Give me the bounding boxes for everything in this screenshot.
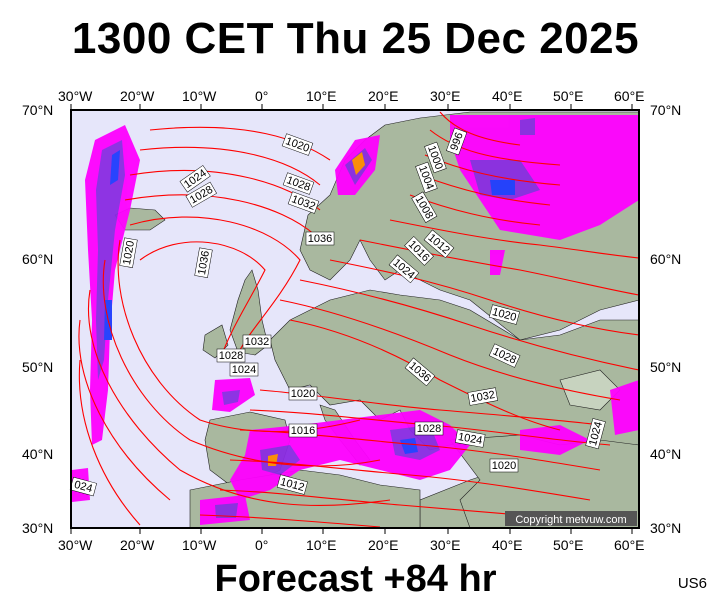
svg-text:Copyright metvuw.com: Copyright metvuw.com xyxy=(515,514,626,526)
lon-label-bottom: 20°E xyxy=(368,537,399,553)
axis-ticks xyxy=(70,104,633,534)
lon-label-bottom: 10°E xyxy=(306,537,337,553)
lat-label-left: 60°N xyxy=(22,251,54,267)
lat-label-left: 70°N xyxy=(22,102,54,118)
lon-label-top: 20°W xyxy=(120,88,155,104)
copyright-box: Copyright metvuw.com xyxy=(505,511,637,526)
isobar-label: 1024 xyxy=(585,418,606,450)
svg-text:1016: 1016 xyxy=(291,425,315,437)
isobar-label: 1028 xyxy=(216,348,246,363)
lon-label-bottom: 30°E xyxy=(430,537,461,553)
lat-label-right: 60°N xyxy=(650,251,682,267)
map-title: 1300 CET Thu 25 Dec 2025 xyxy=(71,14,640,63)
svg-text:1024: 1024 xyxy=(457,431,483,447)
svg-text:1028: 1028 xyxy=(417,423,441,435)
lon-label-bottom: 50°E xyxy=(553,537,584,553)
lon-label-bottom: 10°W xyxy=(182,537,217,553)
lon-label-top: 20°E xyxy=(368,88,399,104)
lon-label-bottom: 40°E xyxy=(492,537,523,553)
lon-label-top: 10°W xyxy=(182,88,217,104)
lat-label-right: 40°N xyxy=(650,446,682,462)
isobar-label: 1020 xyxy=(489,458,519,473)
svg-text:1020: 1020 xyxy=(492,460,516,472)
svg-text:1036: 1036 xyxy=(308,233,332,245)
lat-label-right: 50°N xyxy=(650,359,682,375)
isobar-label: 1024 xyxy=(455,429,486,448)
lat-label-right: 70°N xyxy=(650,102,682,118)
isobar-label: 1032 xyxy=(242,334,272,349)
isobar-label: 1032 xyxy=(467,387,498,406)
svg-text:996: 996 xyxy=(448,131,466,152)
forecast-label: Forecast +84 hr xyxy=(214,558,497,600)
map-frame xyxy=(70,109,640,529)
lon-label-top: 30°E xyxy=(430,88,461,104)
isobar-label: 1020 xyxy=(488,304,520,325)
lat-label-left: 40°N xyxy=(22,446,54,462)
isobar-label: 1016 xyxy=(288,423,318,438)
isobar-label: 1028 xyxy=(414,421,444,436)
lon-label-top: 40°E xyxy=(492,88,523,104)
svg-text:1036: 1036 xyxy=(196,250,212,276)
lon-label-bottom: 30°W xyxy=(58,537,93,553)
lon-label-top: 60°E xyxy=(614,88,645,104)
lon-label-bottom: 60°E xyxy=(614,537,645,553)
isobar-label: 024 xyxy=(69,476,97,497)
lon-label-top: 10°E xyxy=(306,88,337,104)
isobar-label: 1020 xyxy=(288,386,318,401)
isobar-label: 1012 xyxy=(276,474,308,495)
svg-text:1028: 1028 xyxy=(219,350,243,362)
svg-text:1032: 1032 xyxy=(470,389,496,405)
lat-label-right: 30°N xyxy=(650,520,682,536)
isobar-label: 1036 xyxy=(194,247,213,278)
isobar-labels: 1020 1024 1028 1020 1028 1032 1036 1036 … xyxy=(69,127,606,497)
model-code: US6 xyxy=(677,575,707,592)
lat-label-left: 50°N xyxy=(22,359,54,375)
isobar-label: 1020 xyxy=(119,237,138,268)
svg-text:1020: 1020 xyxy=(291,388,315,400)
svg-text:1032: 1032 xyxy=(245,336,269,348)
isobar-label: 1036 xyxy=(305,231,335,246)
svg-text:1020: 1020 xyxy=(121,240,137,266)
svg-text:1024: 1024 xyxy=(232,364,256,376)
svg-text:024: 024 xyxy=(73,479,94,495)
lon-label-top: 30°W xyxy=(58,88,93,104)
lon-label-top: 0° xyxy=(255,88,269,104)
lat-label-left: 30°N xyxy=(22,520,54,536)
lon-label-bottom: 0° xyxy=(255,537,269,553)
lon-label-bottom: 20°W xyxy=(120,537,155,553)
lon-label-top: 50°E xyxy=(553,88,584,104)
isobar-label: 1024 xyxy=(229,362,259,377)
isobar-label: 996 xyxy=(446,127,468,156)
